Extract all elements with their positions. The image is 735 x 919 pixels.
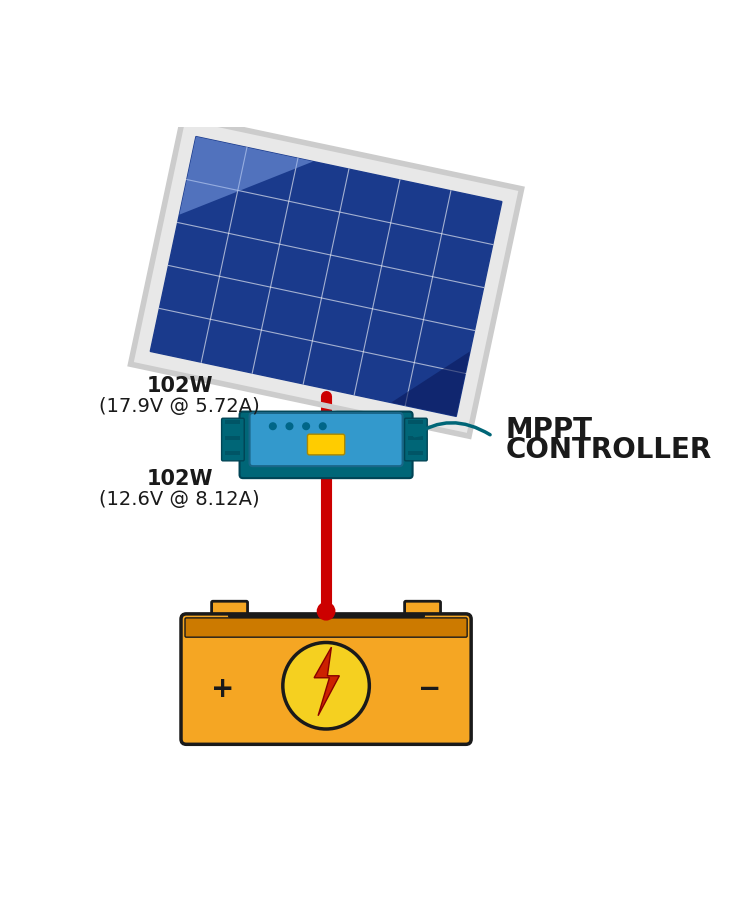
Polygon shape (314, 647, 340, 716)
FancyBboxPatch shape (404, 418, 427, 460)
Polygon shape (391, 351, 470, 416)
Circle shape (283, 642, 369, 729)
Text: CONTROLLER: CONTROLLER (506, 436, 712, 463)
Bar (225, 420, 240, 425)
Bar (225, 436, 240, 439)
FancyBboxPatch shape (212, 601, 248, 620)
Circle shape (320, 423, 326, 429)
FancyBboxPatch shape (185, 618, 467, 637)
Bar (408, 436, 423, 439)
Text: −: − (417, 675, 441, 703)
FancyBboxPatch shape (404, 601, 440, 620)
Circle shape (303, 423, 309, 429)
Polygon shape (131, 117, 522, 437)
Polygon shape (150, 137, 502, 416)
Text: (17.9V @ 5.72A): (17.9V @ 5.72A) (99, 397, 260, 416)
Circle shape (286, 423, 293, 429)
Bar (408, 420, 423, 425)
FancyBboxPatch shape (307, 434, 345, 455)
FancyBboxPatch shape (250, 413, 403, 466)
Bar (225, 451, 240, 455)
FancyBboxPatch shape (240, 412, 412, 478)
Circle shape (270, 423, 276, 429)
Text: MPPT: MPPT (506, 415, 592, 444)
Circle shape (318, 603, 334, 619)
Text: 102W: 102W (146, 376, 213, 396)
Text: +: + (211, 675, 234, 703)
Text: (12.6V @ 8.12A): (12.6V @ 8.12A) (99, 491, 260, 509)
FancyBboxPatch shape (221, 418, 244, 460)
Bar (408, 451, 423, 455)
FancyBboxPatch shape (181, 614, 471, 744)
Text: 102W: 102W (146, 470, 213, 490)
Polygon shape (179, 137, 313, 215)
